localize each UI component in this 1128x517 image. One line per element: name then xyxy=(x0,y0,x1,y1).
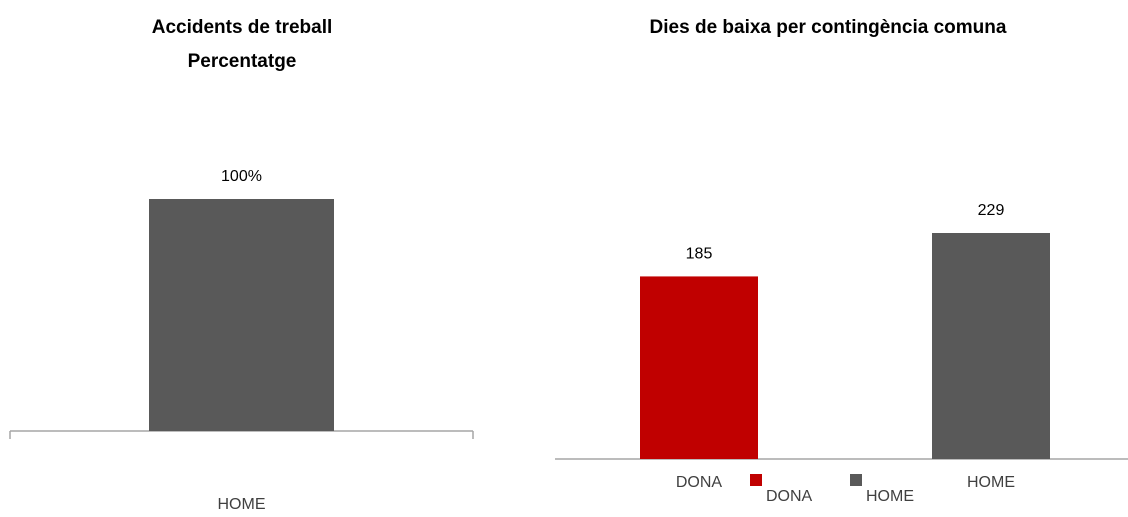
bar xyxy=(640,276,758,459)
legend-swatch xyxy=(750,474,762,486)
legend-swatch xyxy=(850,474,862,486)
data-label: 229 xyxy=(978,202,1005,219)
legend-label: HOME xyxy=(866,488,914,505)
x-tick-label: HOME xyxy=(218,496,266,513)
bar xyxy=(932,233,1050,459)
x-tick-label: DONA xyxy=(676,474,723,491)
bar xyxy=(149,199,334,431)
chart-title: Accidents de treball xyxy=(152,17,333,38)
x-tick-label: HOME xyxy=(967,474,1015,491)
chart-subtitle: Percentatge xyxy=(188,51,297,72)
legend-label: DONA xyxy=(766,488,813,505)
data-label: 185 xyxy=(686,246,713,263)
data-label: 100% xyxy=(221,168,262,185)
chart-title: Dies de baixa per contingència comuna xyxy=(650,17,1007,38)
